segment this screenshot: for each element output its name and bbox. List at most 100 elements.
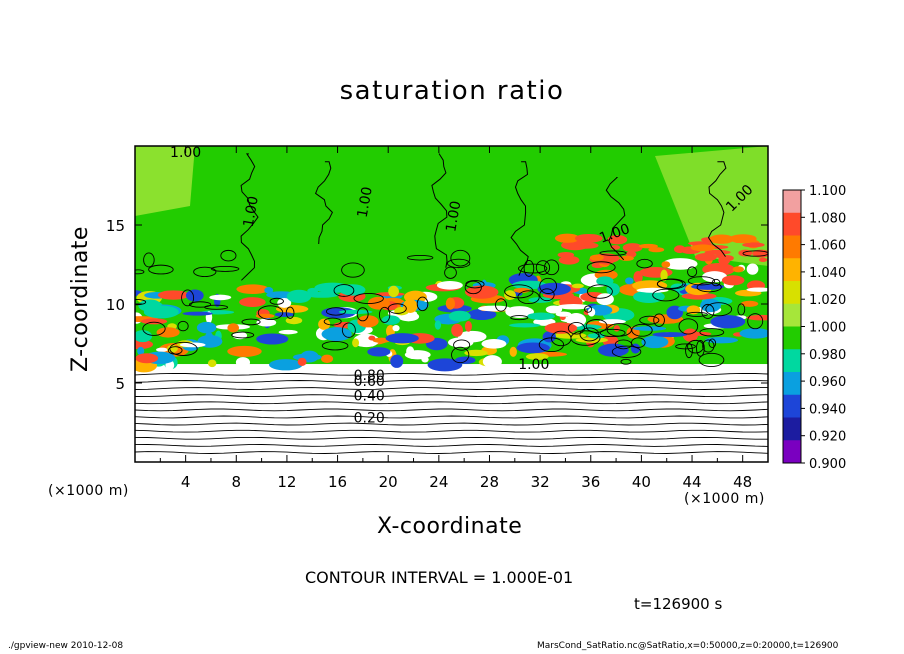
field-blob [662,258,698,270]
contour-loop [585,319,608,333]
field-blob [318,318,331,330]
contour-loop [148,264,174,275]
field-blob [516,342,550,354]
field-blob [606,283,620,296]
field-blob [704,249,731,255]
field-blob [464,321,472,332]
contour-loop [696,282,722,293]
x-tick-label: 20 [379,473,398,491]
field-blob [740,300,759,307]
contour-loop [652,288,680,302]
x-tick-label: 40 [632,473,651,491]
contour-loop [705,302,733,317]
field-blob [403,299,418,313]
x-tick-label: 36 [581,473,600,491]
field-blob [544,322,578,334]
contour-loop [231,331,255,339]
contour-loop [631,337,646,348]
field-blob [632,326,667,331]
field-blob [451,323,463,337]
field-blob [587,333,605,339]
field-blob [555,311,572,317]
contour-loop [142,321,166,336]
field-blob [338,309,373,315]
contour-line [707,161,727,257]
field-blob [505,306,534,318]
contour-label: 1.00 [170,145,201,161]
footer-left: ./gpview-new 2010-12-08 [8,641,124,651]
contour-loop [696,340,705,357]
field-blob [182,311,213,316]
field-patch [135,146,195,216]
contour-line [135,451,768,454]
field-blob [143,305,179,319]
contour-loop [701,303,715,319]
field-blob [135,339,154,350]
field-blob [746,287,768,292]
contour-label: 1.00 [443,200,464,233]
contour-loop [538,337,565,353]
field-blob [509,346,517,357]
field-blob [660,269,668,282]
chart-title: saturation ratio [339,76,565,106]
field-blob [704,336,739,344]
field-blob [558,255,580,265]
contour-line [135,422,768,426]
x-tick-label: 32 [531,473,550,491]
field-blob [525,353,549,360]
field-blob [207,359,217,368]
x-axis-unit: (×1000 m) [684,491,765,507]
x-axis-label: X-coordinate [377,514,523,539]
contour-line [135,415,768,419]
contour-line [135,408,768,412]
field-blob [690,244,716,252]
field-blob [589,254,604,261]
contour-label: 0.20 [354,411,385,427]
field-blob [509,323,541,328]
contour-loop [353,292,384,304]
contour-loop [356,307,369,322]
contour-loop [656,278,684,289]
field-blob [227,323,239,333]
field-blob [235,357,251,368]
field-blob [448,310,471,322]
field-blob [613,325,620,332]
field-blob [321,307,356,319]
contour-loop [544,259,560,276]
field-blob [381,315,400,325]
time-stamp: t=126900 s [634,595,723,613]
contour-line [135,380,768,383]
field-blob [596,276,614,286]
x-tick-label: 28 [480,473,499,491]
contour-label: 1.00 [355,185,376,218]
contour-loop [639,315,660,325]
field-blob [513,287,531,293]
field-blob [481,338,507,349]
contour-loop [464,280,482,295]
contour-loop [444,266,457,279]
field-blob [467,308,497,321]
field-blob [321,327,352,342]
field-blob [652,332,688,338]
field-blob [135,353,159,364]
contour-loop [620,358,632,365]
contour-loop [535,260,551,275]
contour-loop [210,265,240,272]
contour-loop [678,318,699,335]
contour-loop [177,320,189,332]
colorbar-tick-label: 0.980 [809,348,846,363]
field-blob [527,312,555,320]
contour-labels: 1.001.00 1.00 1.001.001.001.000.600.800.40… [170,145,756,426]
field-blob [542,331,556,343]
contour-loop [188,301,212,308]
contour-loop [699,328,725,337]
contour-loop [495,298,507,312]
contour-loop [611,345,642,358]
field-blob [406,346,415,357]
contour-loop [708,338,717,348]
contour-loop [586,261,616,274]
contour-label: 0.40 [354,388,385,404]
colorbar-swatch [783,372,801,396]
field-blob [673,245,686,254]
field-blob [574,242,599,249]
